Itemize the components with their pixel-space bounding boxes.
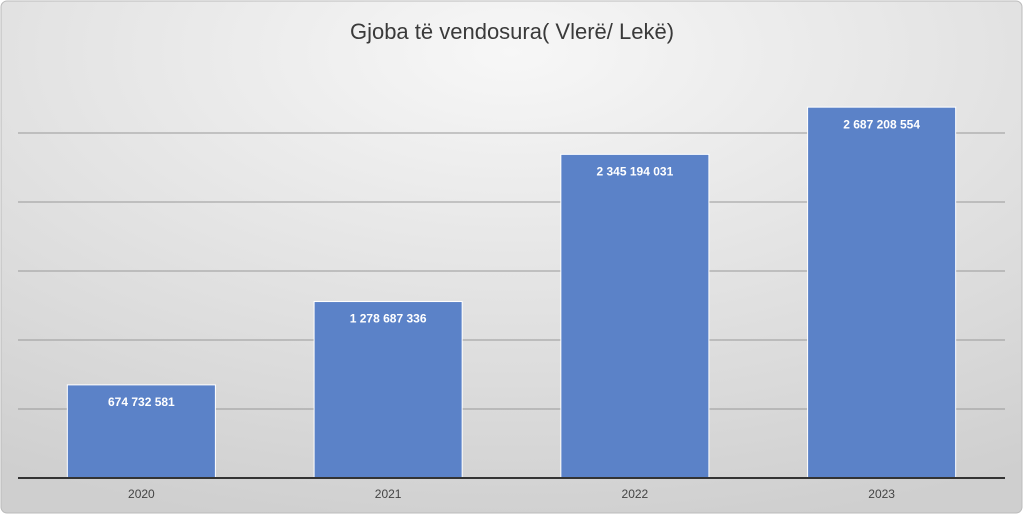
bar — [313, 301, 463, 479]
bar — [807, 106, 957, 479]
x-tick-label: 2022 — [622, 487, 649, 501]
bar — [66, 384, 216, 479]
x-tick-label: 2023 — [868, 487, 895, 501]
data-label: 1 278 687 336 — [350, 312, 427, 326]
data-label: 2 345 194 031 — [597, 165, 674, 179]
x-tick-label: 2021 — [375, 487, 402, 501]
data-label: 674 732 581 — [108, 395, 175, 409]
x-tick-label: 2020 — [128, 487, 155, 501]
data-label: 2 687 208 554 — [843, 117, 920, 131]
bar — [560, 153, 710, 479]
chart-title: Gjoba të vendosura( Vlerë/ Lekë) — [350, 19, 674, 44]
